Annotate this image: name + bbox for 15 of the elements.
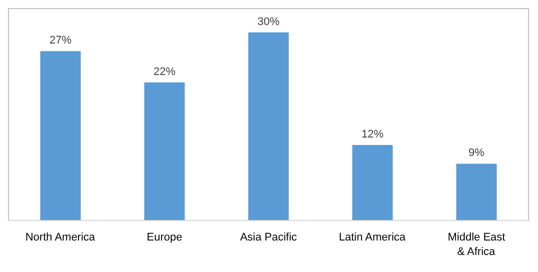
x-tick-label: Europe: [146, 232, 182, 244]
bar: [248, 32, 289, 220]
x-tick-label: Middle East & Africa: [448, 232, 506, 258]
x-tick-label: Asia Pacific: [240, 232, 298, 244]
data-label: 9%: [468, 147, 485, 160]
bar: [456, 164, 497, 220]
data-label: 30%: [257, 16, 280, 28]
data-label: 27%: [49, 34, 72, 47]
bar: [352, 144, 393, 220]
bar: [40, 51, 81, 220]
x-tick-label: North America: [25, 232, 96, 244]
data-label: 12%: [361, 128, 384, 140]
x-tick-label: Latin America: [338, 232, 406, 244]
bar: [144, 82, 185, 220]
data-label: 22%: [153, 66, 176, 78]
